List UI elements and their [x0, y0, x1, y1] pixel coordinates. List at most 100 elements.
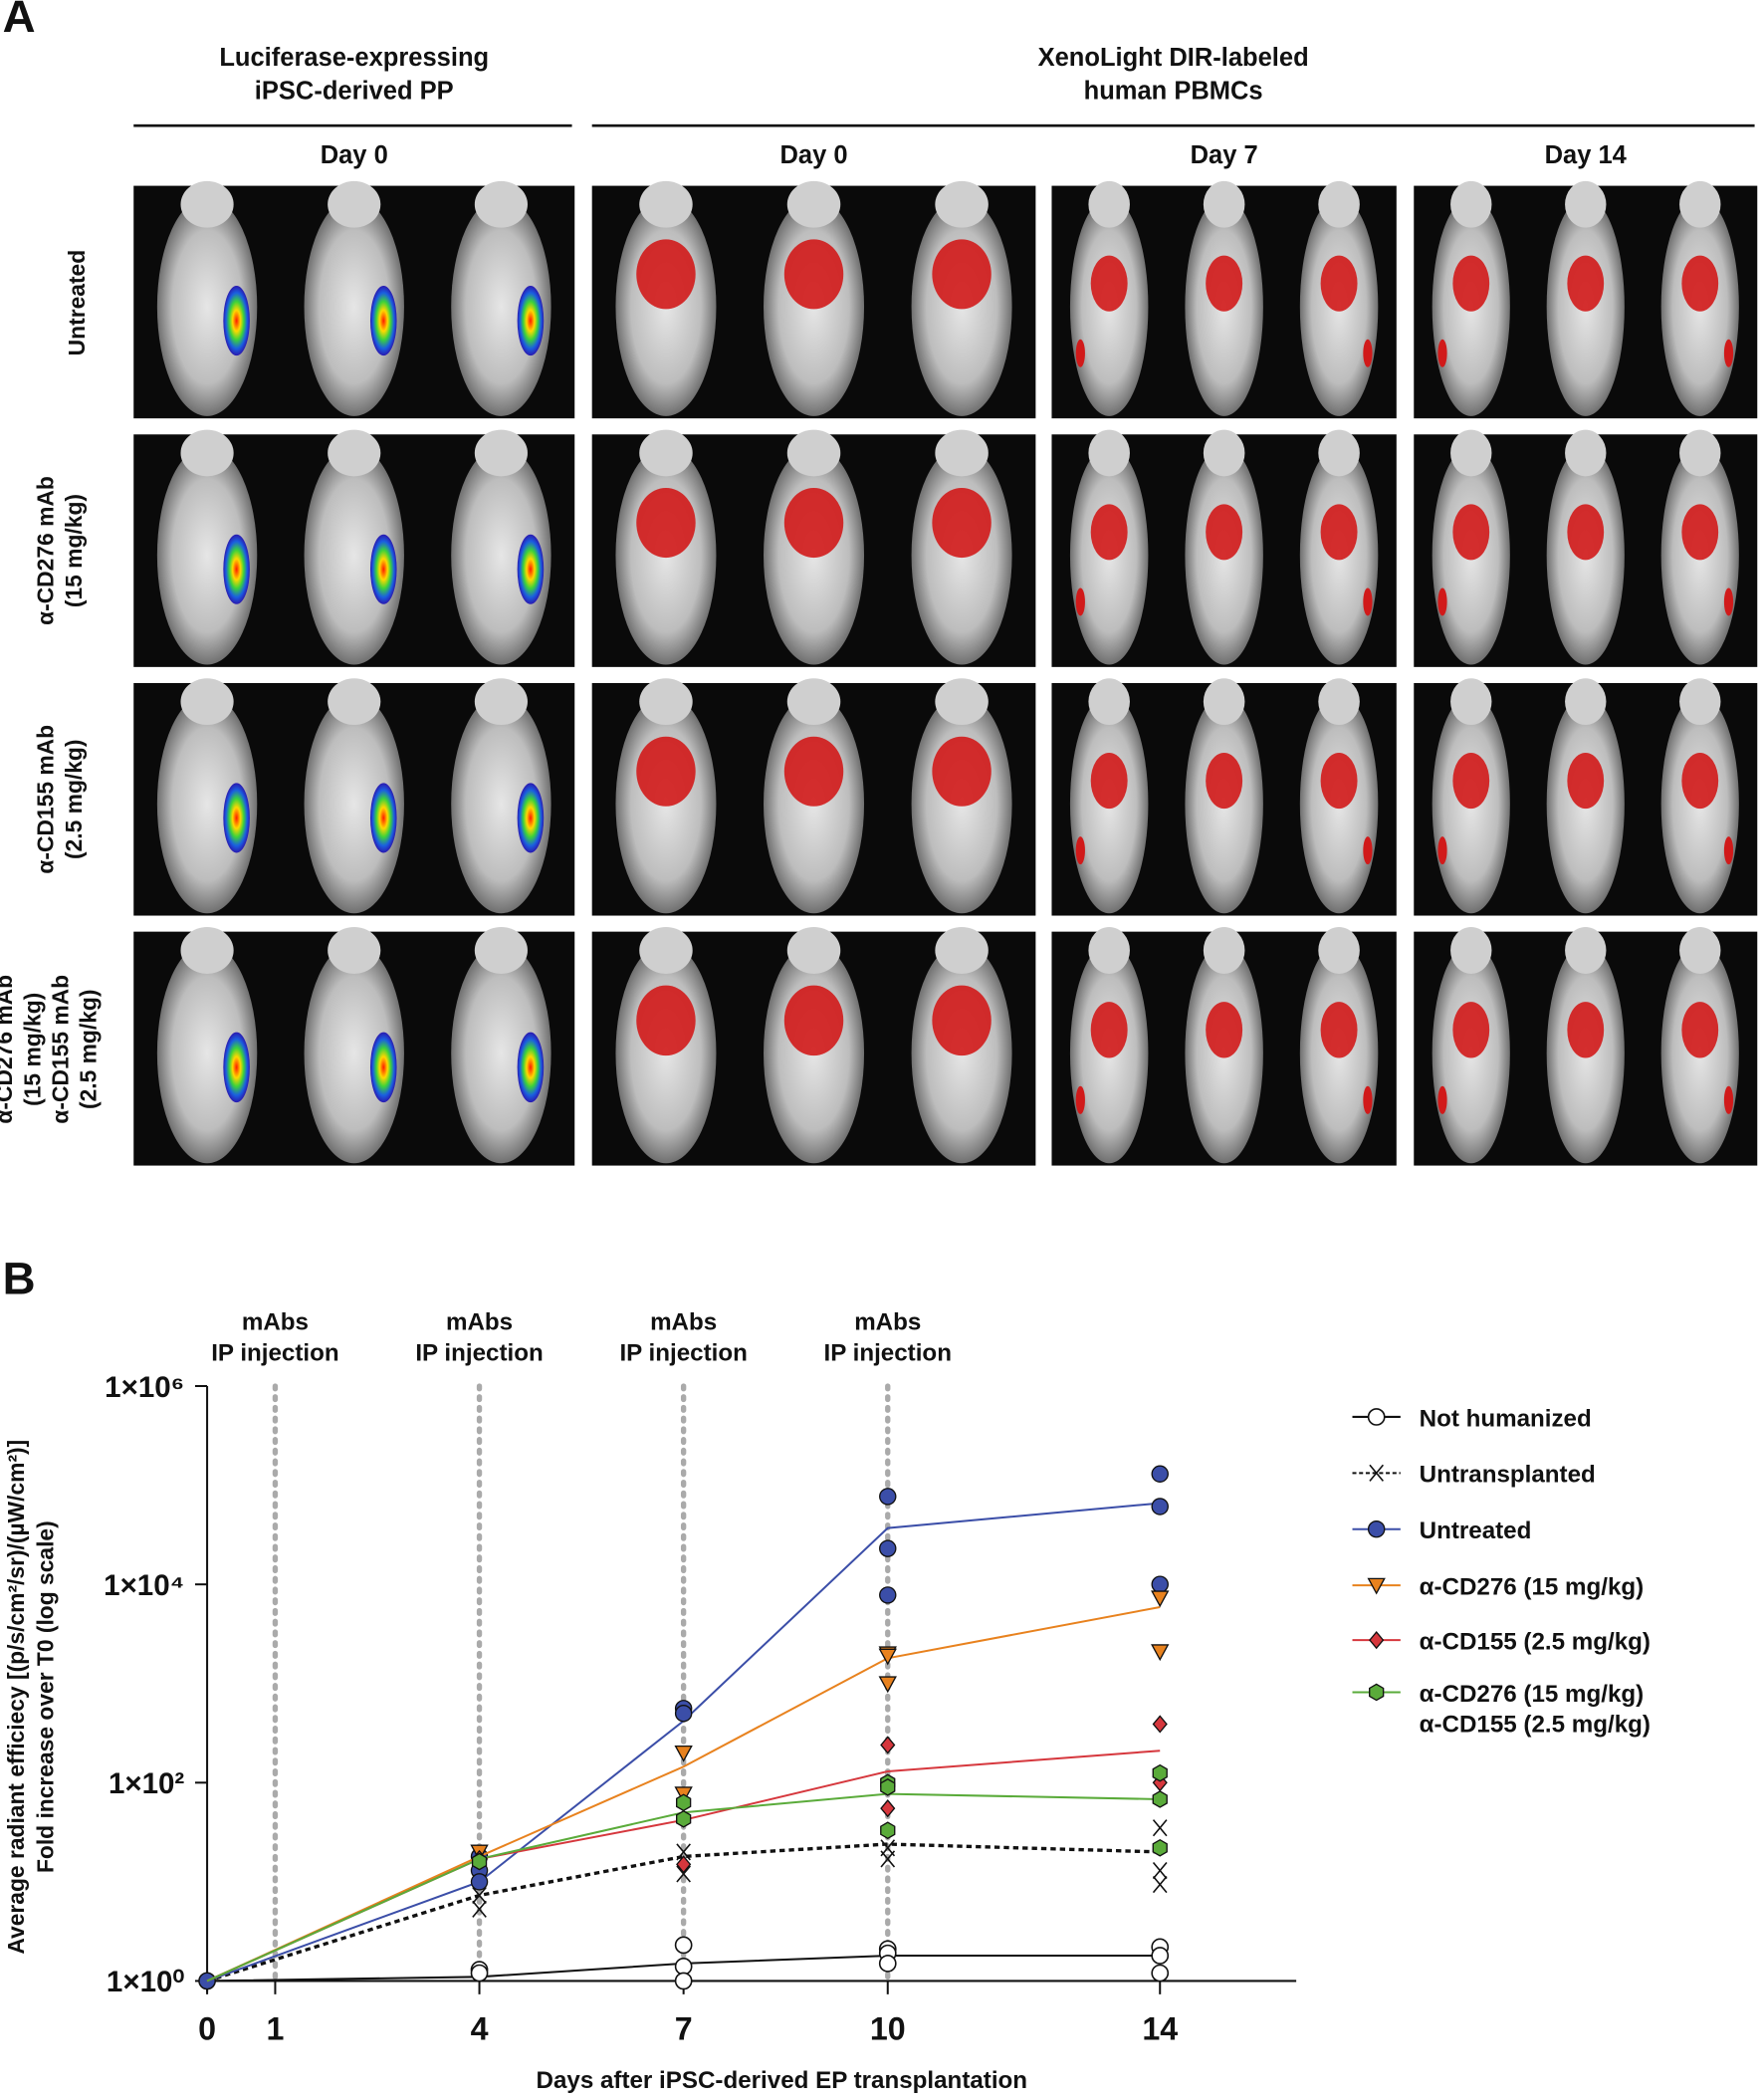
legend-marker [1367, 1577, 1386, 1595]
mouse-head [1088, 678, 1130, 726]
y-tick-label: 1×10⁰ [107, 1966, 184, 1998]
y-tick-label: 1×10² [109, 1767, 184, 1800]
image-tile [133, 926, 575, 1166]
data-point [674, 1972, 693, 1990]
x-tick-label: 10 [870, 2011, 906, 2047]
data-point [676, 1843, 691, 1861]
injection-label: IP injection [211, 1340, 338, 1367]
dir-signal [932, 985, 992, 1056]
column-label: Day 0 [779, 141, 848, 170]
dir-signal [1090, 753, 1128, 810]
x-tick-label: 0 [198, 2011, 216, 2047]
image-tile [133, 429, 575, 667]
group-header-pp: Luciferase-expressing iPSC-derived PP [133, 42, 574, 109]
dir-signal-small [1075, 1085, 1085, 1114]
luminescence-signal [369, 1032, 397, 1103]
data-point [879, 1488, 897, 1506]
image-tile [1414, 180, 1758, 419]
mouse-head [786, 180, 841, 228]
legend-item: α-CD155 (2.5 mg/kg) [1352, 1629, 1651, 1656]
x-tick-label: 4 [471, 2011, 489, 2047]
image-tile [133, 678, 575, 916]
data-point [1152, 1819, 1168, 1837]
dir-signal [636, 985, 696, 1056]
data-point [1152, 1838, 1168, 1857]
legend-item: Not humanized [1352, 1405, 1592, 1432]
data-point [1151, 1644, 1170, 1662]
dir-signal [783, 985, 844, 1056]
data-point [676, 1865, 691, 1883]
mouse-head [935, 429, 989, 477]
column-label: Day 14 [1544, 141, 1627, 170]
legend-label: α-CD155 (2.5 mg/kg) [1420, 1629, 1651, 1656]
legend-item: α-CD276 (15 mg/kg) [1352, 1573, 1644, 1600]
dir-signal-small [1437, 1085, 1447, 1114]
dir-signal [932, 488, 992, 559]
dir-signal [1320, 504, 1358, 561]
data-point [674, 1745, 693, 1762]
dir-signal-small [1437, 339, 1447, 367]
data-point [878, 1955, 897, 1973]
mouse-head [935, 678, 989, 726]
data-point [471, 1852, 488, 1871]
data-point [878, 1676, 897, 1694]
legend-label: α-CD155 (2.5 mg/kg) [1420, 1712, 1651, 1739]
mouse-body [304, 197, 404, 416]
data-point [880, 1850, 896, 1868]
data-point [880, 1821, 896, 1840]
dir-signal-small [1075, 587, 1085, 616]
data-point [1152, 1763, 1168, 1782]
group-rule-pbmc [591, 123, 1755, 127]
dir-signal [1090, 504, 1128, 561]
data-point [470, 1964, 489, 1983]
dir-signal [1681, 255, 1719, 312]
mouse-head [786, 678, 841, 726]
data-point [470, 1873, 489, 1891]
data-point [1152, 1875, 1168, 1894]
mouse-head [1565, 429, 1607, 477]
dir-signal [636, 239, 696, 310]
dir-signal [1681, 753, 1719, 810]
mouse-body [451, 445, 551, 665]
luminescence-signal [517, 534, 545, 604]
mouse-head [1203, 678, 1245, 726]
data-point [674, 1958, 693, 1976]
group-header-pbmc: XenoLight DIR-labeled human PBMCs [592, 42, 1755, 109]
y-axis-title: Average radiant efficiecy [(p/s/cm²/sr)/… [3, 1440, 29, 1955]
mouse-head [1088, 926, 1130, 974]
image-tile [591, 429, 1036, 667]
mouse-head [180, 180, 234, 228]
dir-signal [1320, 255, 1358, 312]
mouse-head [1679, 926, 1721, 974]
dir-signal-small [1075, 339, 1085, 367]
image-tile [1051, 926, 1397, 1166]
mouse-head [786, 429, 841, 477]
mouse-head [1450, 678, 1492, 726]
x-tick-label: 14 [1142, 2011, 1178, 2047]
mouse-body [451, 943, 551, 1164]
mouse-head [180, 429, 234, 477]
luminescence-signal [369, 286, 397, 356]
mouse-head [474, 926, 528, 974]
mouse-head [180, 678, 234, 726]
legend-item: Untreated [1352, 1517, 1531, 1544]
image-tile [1051, 180, 1397, 419]
legend-label: Not humanized [1420, 1405, 1592, 1432]
mouse-head [786, 926, 841, 974]
mouse-head [1679, 429, 1721, 477]
mouse-head [1450, 926, 1492, 974]
dir-signal [1206, 255, 1243, 312]
dir-signal [636, 736, 696, 807]
mouse-head [1203, 429, 1245, 477]
series-1 [206, 1819, 1168, 1983]
luminescence-signal [223, 1032, 250, 1103]
injection-label: IP injection [415, 1340, 543, 1367]
legend-marker [1367, 1408, 1386, 1426]
legend-item: α-CD276 (15 mg/kg) α-CD155 (2.5 mg/kg) [1352, 1681, 1651, 1739]
image-tile [1414, 429, 1758, 667]
data-point [674, 1936, 693, 1955]
mouse-head [1088, 429, 1130, 477]
dir-signal-small [1723, 1085, 1734, 1114]
column-label: Day 0 [320, 141, 388, 170]
dir-signal-small [1363, 339, 1373, 367]
